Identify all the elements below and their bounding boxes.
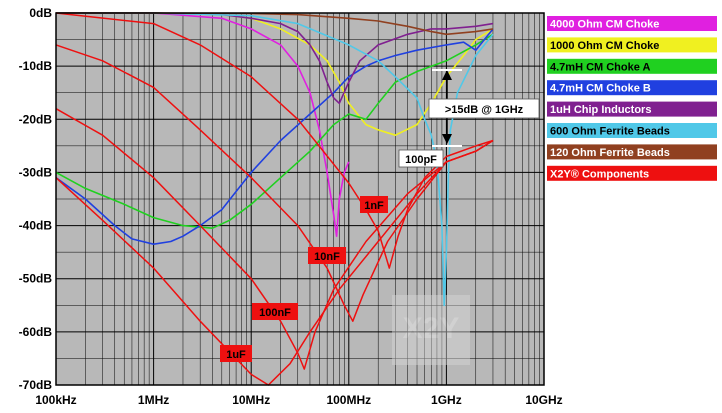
callouts: >15dB @ 1GHz 100pF (398, 69, 540, 168)
cap-label-100nf-box (252, 303, 298, 320)
y-tick-label: 0dB (29, 6, 52, 20)
cap-label-100pf-box (398, 149, 444, 168)
legend-swatch (547, 16, 717, 31)
series-line (56, 12, 494, 105)
series-line (56, 12, 350, 237)
legend-swatch (547, 123, 717, 138)
legend-label: 4.7mH CM Choke B (550, 83, 651, 95)
note-arrowhead-up (442, 70, 452, 80)
legend-label: 4.7mH CM Choke A (550, 61, 651, 73)
legend-swatch (547, 144, 717, 160)
legend-label: 600 Ohm Ferrite Beads (550, 126, 670, 138)
cap-label-10nf: 10nF (314, 251, 340, 263)
legend-swatch (547, 37, 717, 53)
grid-lines (55, 12, 544, 386)
legend: 4000 Ohm CM Choke 1000 Ohm CM Choke 4.7mH … (547, 16, 717, 181)
y-tick-label: -40dB (19, 219, 53, 233)
x-tick-label: 100MHz (326, 393, 371, 407)
y-tick-label: -50dB (19, 272, 53, 286)
x2y-curve (55, 108, 494, 370)
legend-swatch (547, 101, 717, 117)
x2y-watermark: X2Y (392, 295, 470, 365)
cap-labels: 1nF 10nF 100nF 1uF (220, 196, 388, 362)
x-tick-label: 1MHz (138, 393, 169, 407)
tick-labels: 100kHz 1MHz 10MHz 100MHz 1GHz 10GHz 0dB -10dB -2… (19, 6, 563, 407)
x-tick-label: 100kHz (35, 393, 76, 407)
series-line (56, 12, 494, 307)
x-tick-label: 10MHz (232, 393, 270, 407)
legend-label: 1uH Chip Inductors (550, 104, 651, 116)
legend-label: 1000 Ohm CM Choke (550, 40, 659, 52)
legend-swatch (547, 165, 717, 181)
series-line (55, 28, 494, 245)
series-line (55, 33, 494, 229)
y-tick-label: -70dB (19, 378, 53, 392)
legend-label: 120 Ohm Ferrite Beads (550, 147, 670, 159)
note-box (428, 98, 540, 119)
note-arrowhead-down (442, 134, 452, 144)
cap-label-100pf: 100pF (405, 154, 437, 166)
cap-label-1uf: 1uF (226, 349, 246, 361)
x-tick-label: 1GHz (431, 393, 462, 407)
x2y-curve (55, 44, 494, 322)
cap-label-10nf-box (308, 247, 346, 264)
note-text: >15dB @ 1GHz (445, 104, 524, 116)
plot-border (55, 12, 545, 386)
y-tick-label: -60dB (19, 325, 53, 339)
legend-swatch (547, 80, 717, 96)
y-tick-label: -10dB (19, 59, 53, 73)
y-tick-label: -20dB (19, 112, 53, 126)
legend-label: X2Y® Components (550, 168, 649, 180)
legend-label: 4000 Ohm CM Choke (550, 19, 659, 31)
y-tick-label: -30dB (19, 165, 53, 179)
x-tick-label: 10GHz (525, 393, 562, 407)
watermark-plate (392, 295, 470, 365)
legend-swatch (547, 58, 717, 74)
cap-label-1nf: 1nF (364, 200, 384, 212)
cap-label-100nf: 100nF (259, 307, 291, 319)
cap-label-1uf-box (220, 345, 252, 362)
watermark-logo: X2Y (403, 312, 460, 345)
cap-label-1nf-box (360, 196, 388, 213)
